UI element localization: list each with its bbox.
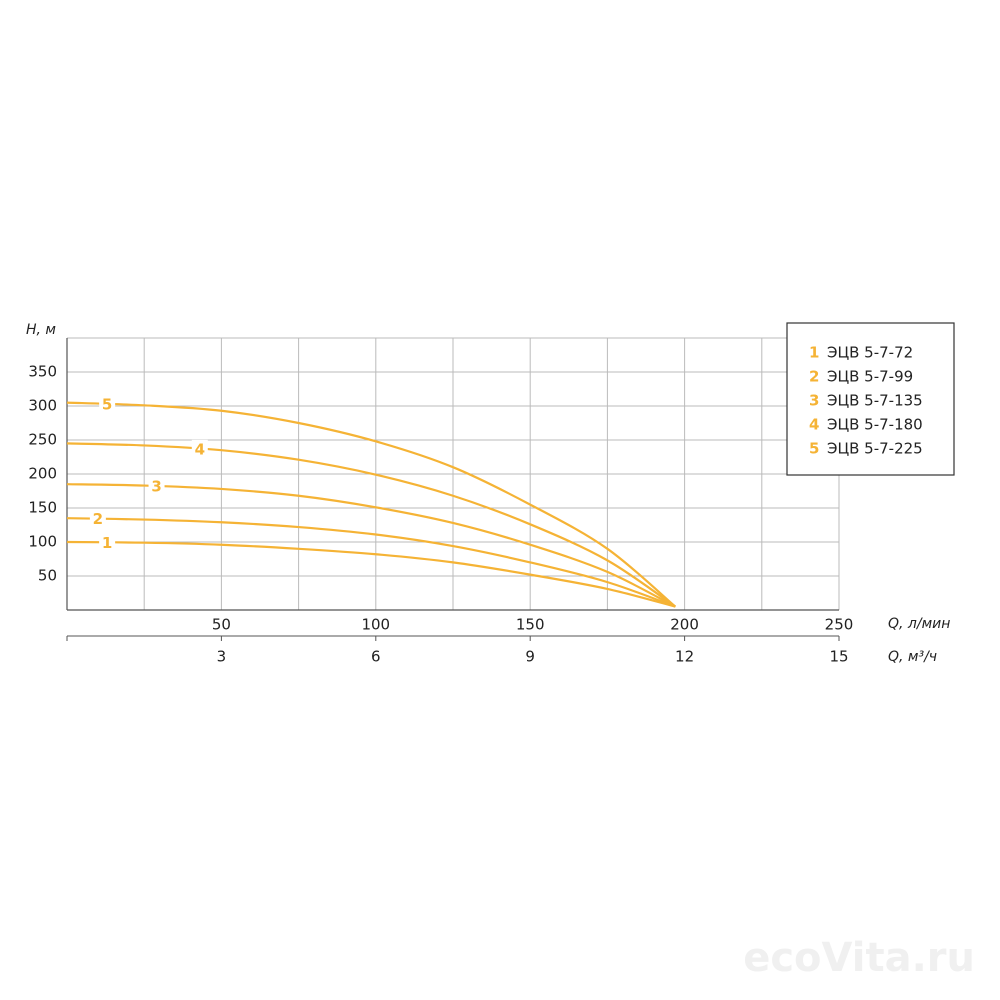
y-tick-label: 250 — [28, 431, 57, 449]
curve — [66, 483, 676, 608]
legend-label: ЭЦВ 5-7-180 — [827, 416, 923, 434]
legend-box — [786, 322, 955, 476]
x-axis-label: Q, л/мин — [888, 616, 950, 632]
x2-tick-label: 3 — [217, 648, 227, 666]
x-tick-label: 50 — [212, 616, 231, 634]
x2-tick-label: 15 — [829, 648, 848, 666]
x-tick-label: 200 — [670, 616, 699, 634]
y-axis-label: H, м — [26, 322, 56, 338]
legend-label: ЭЦВ 5-7-135 — [827, 392, 923, 410]
y-tick-label: 200 — [28, 465, 57, 483]
x2-tick-label: 6 — [371, 648, 381, 666]
curve-label: 5 — [102, 396, 112, 414]
legend-number: 1 — [809, 344, 819, 362]
y-tick-label: 150 — [28, 499, 57, 517]
x-tick-label: 100 — [361, 616, 390, 634]
curve-label: 3 — [151, 478, 161, 496]
y-tick-label: 100 — [28, 533, 57, 551]
curve — [66, 517, 676, 608]
curve-label: 4 — [195, 440, 205, 458]
x-tick-label: 150 — [516, 616, 545, 634]
x2-axis-label: Q, м³/ч — [888, 649, 937, 665]
x2-tick-label: 9 — [525, 648, 535, 666]
legend-number: 5 — [809, 440, 819, 458]
legend-number: 4 — [809, 416, 819, 434]
x2-tick-label: 12 — [675, 648, 694, 666]
curve — [66, 401, 677, 608]
curve-label-bg — [89, 509, 106, 528]
curve — [66, 442, 676, 608]
watermark: ecoVita.ru — [743, 935, 975, 981]
curve-label-bg — [191, 439, 208, 458]
legend-label: ЭЦВ 5-7-225 — [827, 440, 923, 458]
curve-label: 2 — [93, 510, 103, 528]
y-tick-label: 50 — [38, 567, 57, 585]
legend-number: 3 — [809, 392, 819, 410]
x-tick-label: 250 — [825, 616, 854, 634]
curve-label: 1 — [102, 534, 112, 552]
y-tick-label: 350 — [28, 363, 57, 381]
legend-label: ЭЦВ 5-7-99 — [827, 368, 913, 386]
legend-number: 2 — [809, 368, 819, 386]
curve-label-bg — [99, 533, 116, 552]
curve-label-bg — [148, 477, 165, 496]
y-tick-label: 300 — [28, 397, 57, 415]
curve — [66, 540, 676, 608]
curve-label-bg — [99, 395, 116, 414]
legend-label: ЭЦВ 5-7-72 — [827, 344, 913, 362]
